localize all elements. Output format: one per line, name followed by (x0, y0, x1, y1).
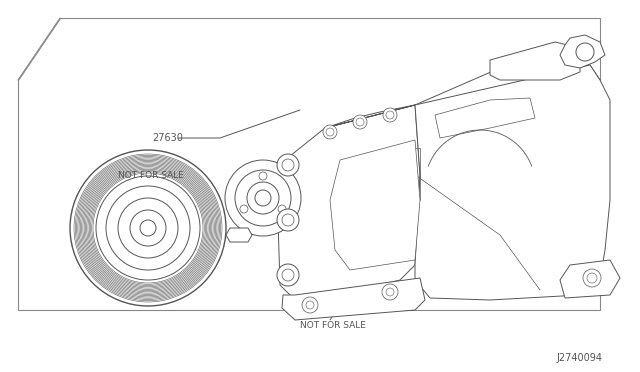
Polygon shape (490, 42, 580, 80)
Circle shape (306, 301, 314, 309)
Circle shape (356, 118, 364, 126)
Circle shape (130, 210, 166, 246)
Polygon shape (330, 140, 420, 270)
Circle shape (326, 128, 334, 136)
Circle shape (277, 154, 299, 176)
Text: NOT FOR SALE: NOT FOR SALE (118, 170, 184, 180)
Circle shape (259, 172, 267, 180)
Circle shape (277, 264, 299, 286)
Polygon shape (282, 278, 425, 320)
Text: J2740094: J2740094 (556, 353, 602, 363)
Circle shape (225, 160, 301, 236)
Circle shape (383, 108, 397, 122)
Circle shape (386, 111, 394, 119)
Circle shape (255, 190, 271, 206)
Circle shape (235, 170, 291, 226)
Polygon shape (415, 65, 610, 300)
Polygon shape (18, 18, 600, 310)
Polygon shape (278, 105, 420, 300)
Circle shape (247, 182, 279, 214)
Circle shape (302, 297, 318, 313)
Circle shape (277, 209, 299, 231)
Circle shape (118, 198, 178, 258)
Circle shape (278, 205, 286, 213)
Circle shape (282, 269, 294, 281)
Circle shape (386, 288, 394, 296)
Text: 27630: 27630 (152, 133, 183, 143)
Polygon shape (325, 65, 600, 128)
Circle shape (583, 269, 601, 287)
Circle shape (240, 205, 248, 213)
Circle shape (353, 115, 367, 129)
Circle shape (282, 214, 294, 226)
Circle shape (323, 125, 337, 139)
Circle shape (106, 186, 190, 270)
Polygon shape (560, 35, 605, 68)
Circle shape (382, 284, 398, 300)
Polygon shape (226, 228, 252, 242)
Polygon shape (435, 98, 535, 138)
Text: NOT FOR SALE: NOT FOR SALE (300, 321, 366, 330)
Circle shape (96, 176, 200, 280)
Circle shape (70, 150, 226, 306)
Circle shape (282, 159, 294, 171)
Circle shape (587, 273, 597, 283)
Circle shape (140, 220, 156, 236)
Polygon shape (560, 260, 620, 298)
